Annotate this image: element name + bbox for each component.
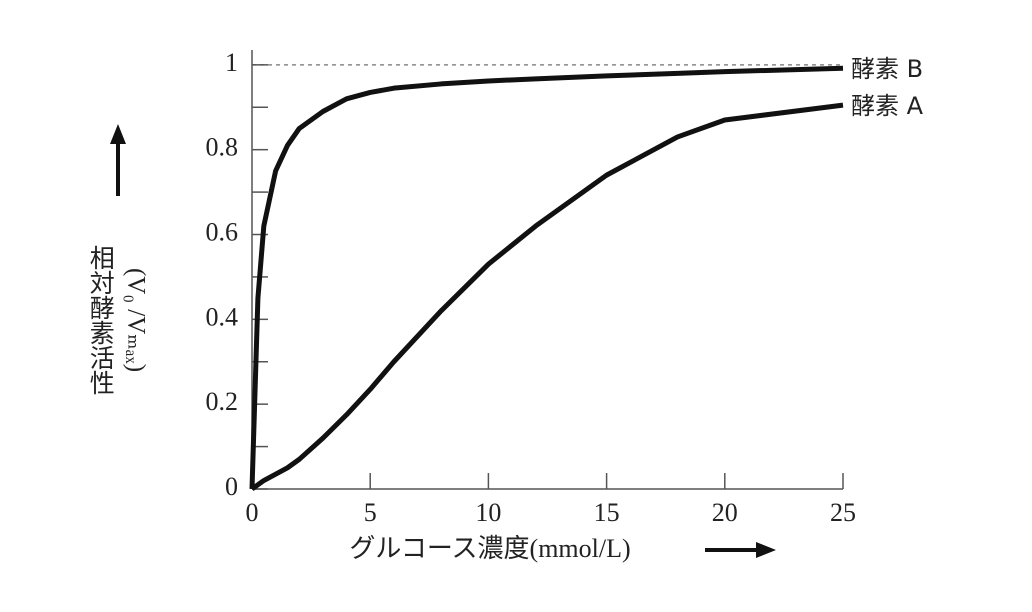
y-tick-label: 0.4 xyxy=(206,302,239,331)
series-label: 酵素 B xyxy=(851,55,923,83)
x-tick-label: 0 xyxy=(246,498,259,527)
x-tick-label: 20 xyxy=(712,498,738,527)
y-tick-label: 0.8 xyxy=(206,133,239,162)
y-axis-label: 相対酵素活性 xyxy=(86,245,115,395)
y-tick-label: 0 xyxy=(225,472,238,501)
x-tick-label: 10 xyxy=(475,498,501,527)
y-tick-label: 0.2 xyxy=(206,387,239,416)
x-tick-label: 5 xyxy=(364,498,377,527)
series-line xyxy=(249,65,844,490)
y-tick-label: 0.6 xyxy=(206,217,239,246)
arrows xyxy=(110,124,776,558)
series-label: 酵素 A xyxy=(851,92,924,120)
y-tick-label: 1 xyxy=(225,48,238,77)
x-tick-label: 25 xyxy=(830,498,856,527)
x-axis-label: グルコース濃度(mmol/L) xyxy=(349,534,630,563)
x-tick-label: 15 xyxy=(594,498,620,527)
series-line xyxy=(250,102,844,492)
y-axis-unit: (V₀ /Vₘₐₓ) xyxy=(122,268,149,372)
